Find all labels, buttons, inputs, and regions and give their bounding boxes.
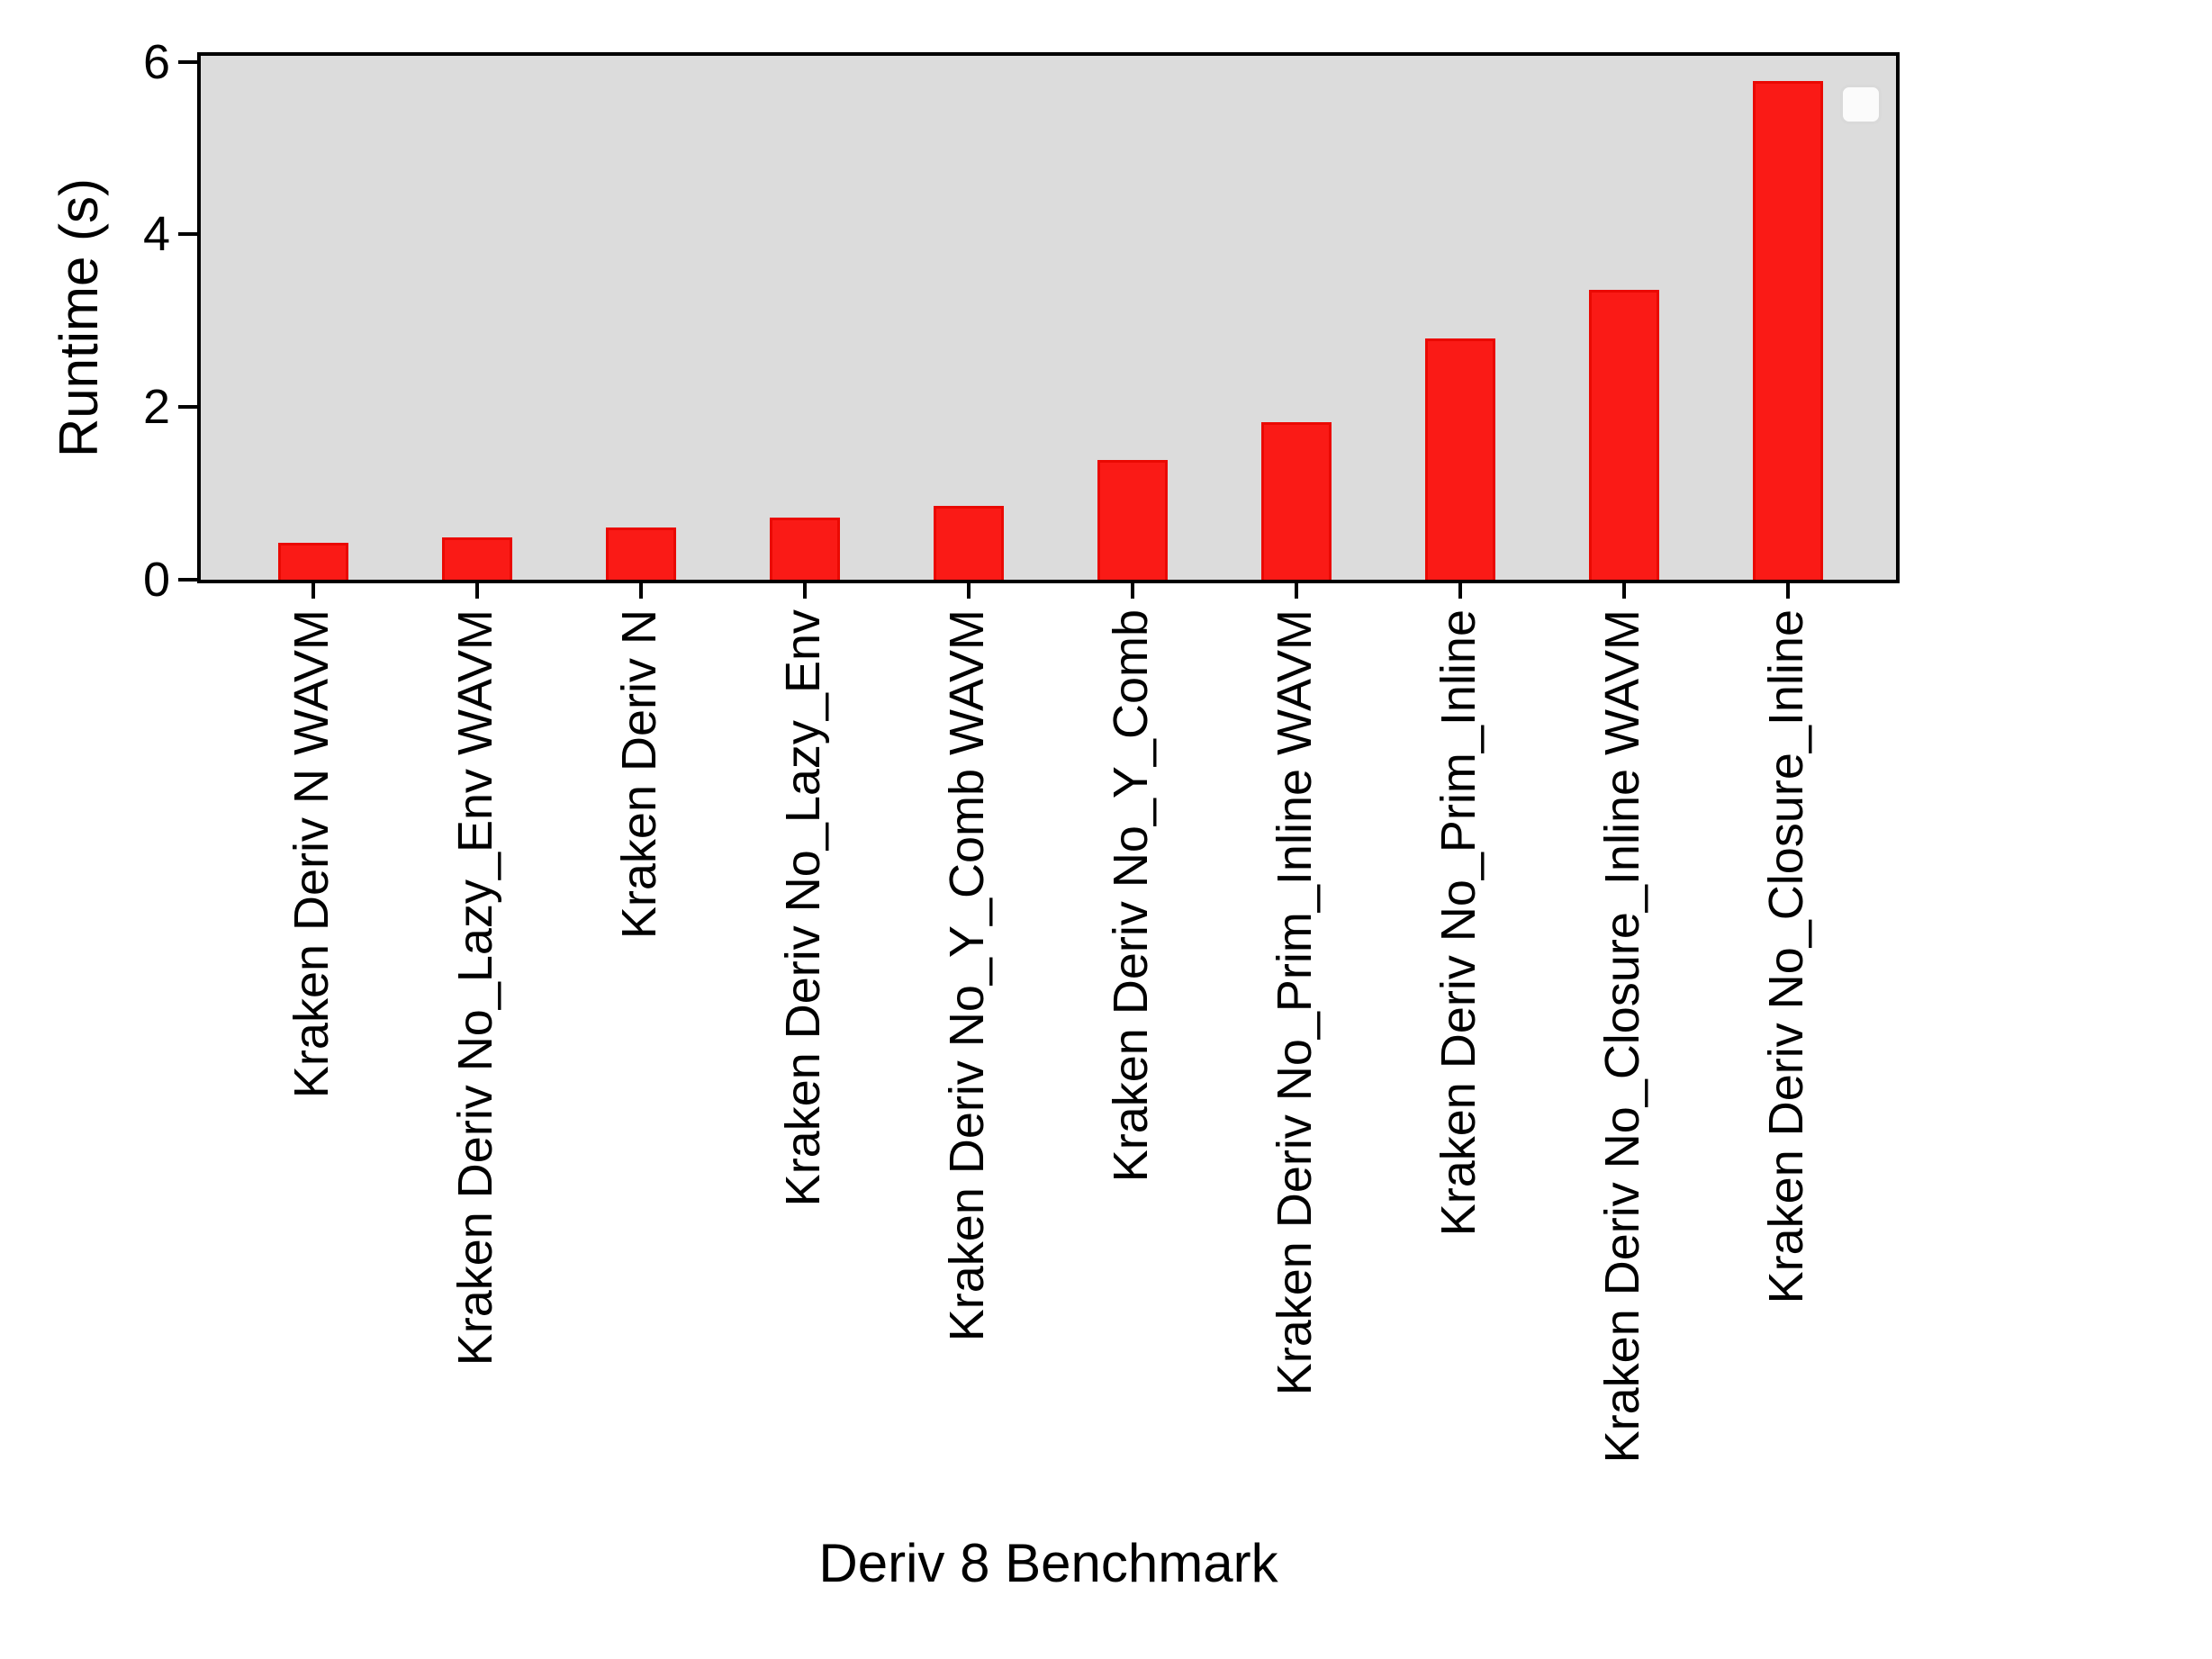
x-tick-label-text: Kraken Deriv No_Prim_Inline	[1431, 609, 1485, 1237]
x-tick-label-text: Kraken Deriv No_Closure_Inline WAVM	[1595, 609, 1649, 1464]
y-tick-mark	[178, 59, 197, 64]
y-tick-label: 0	[142, 553, 170, 607]
x-tick-mark	[1295, 580, 1298, 599]
bar	[1425, 338, 1495, 580]
x-tick-label-text: Kraken Deriv No_Y_Comb WAVM	[940, 609, 994, 1342]
x-tick-mark	[311, 580, 315, 599]
legend-box	[1840, 85, 1882, 124]
bar	[1753, 81, 1823, 580]
x-tick-mark	[639, 580, 643, 599]
x-tick-label-text: Kraken Deriv No_Lazy_Env WAVM	[448, 609, 502, 1366]
x-tick-mark	[1458, 580, 1462, 599]
bar	[1261, 422, 1332, 580]
bar	[278, 543, 348, 580]
y-tick-mark	[178, 232, 197, 237]
x-tick-mark	[1786, 580, 1790, 599]
y-tick-label: 6	[142, 34, 170, 89]
plot-area	[197, 52, 1900, 583]
x-axis-title: Deriv 8 Benchmark	[818, 1533, 1278, 1593]
y-tick-mark	[178, 578, 197, 582]
x-tick-mark	[967, 580, 971, 599]
bar	[442, 537, 512, 580]
x-tick-label-text: Kraken Deriv N	[612, 609, 666, 940]
y-tick-label: 4	[142, 207, 170, 262]
bar	[1589, 290, 1659, 580]
x-tick-mark	[1622, 580, 1626, 599]
y-tick-label: 2	[142, 380, 170, 435]
x-tick-label-text: Kraken Deriv No_Y_Comb	[1104, 609, 1158, 1183]
x-tick-label-text: Kraken Deriv N WAVM	[284, 609, 339, 1099]
bar	[770, 518, 840, 580]
bar	[606, 527, 676, 580]
x-tick-mark	[803, 580, 807, 599]
x-tick-mark	[1131, 580, 1134, 599]
y-axis-title-text: Runtime (s)	[49, 177, 109, 458]
y-tick-mark	[178, 405, 197, 410]
x-tick-mark	[475, 580, 479, 599]
bar	[934, 506, 1004, 580]
x-tick-label-text: Kraken Deriv No_Closure_Inline	[1759, 609, 1813, 1304]
x-tick-label-text: Kraken Deriv No_Lazy_Env	[776, 609, 830, 1207]
bar	[1097, 460, 1168, 580]
x-tick-label-text: Kraken Deriv No_Prim_Inline WAVM	[1268, 609, 1322, 1396]
